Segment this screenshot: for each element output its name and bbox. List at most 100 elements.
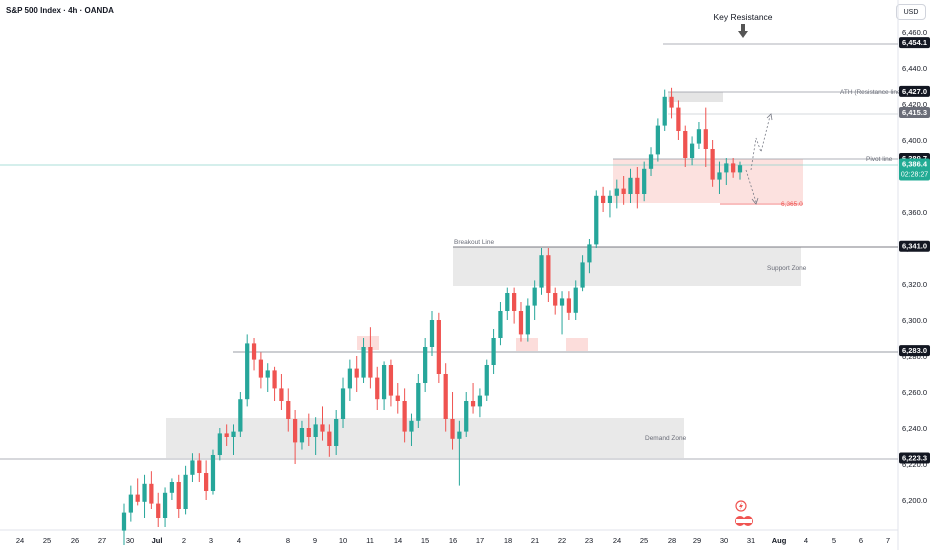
candle-body	[251, 343, 257, 360]
y-tick-label: 6,300.0	[902, 316, 927, 325]
breakout-label: Breakout Line	[454, 239, 494, 246]
support-zone-label: Support Zone	[767, 265, 807, 272]
candle-body	[190, 460, 195, 475]
price-label-text: 6,386.4	[902, 159, 928, 168]
resistance-zone	[668, 92, 723, 102]
price-label-bg	[899, 158, 930, 181]
candle	[292, 410, 298, 464]
projection-up-path	[750, 115, 771, 171]
candle	[162, 487, 168, 527]
candle	[299, 420, 305, 450]
x-tick-label: Jul	[152, 536, 163, 545]
candle	[655, 118, 660, 162]
y-tick-label: 6,220.0	[902, 460, 927, 469]
candle	[484, 359, 489, 401]
price-label: 6,341.0	[899, 240, 930, 252]
candle-body	[655, 125, 660, 155]
candle-body	[498, 311, 503, 338]
candle-body	[258, 359, 264, 378]
flag-stripe-1	[736, 519, 744, 523]
candle	[327, 424, 332, 457]
candle	[190, 453, 195, 482]
x-tick-label: 24	[16, 536, 24, 545]
candle-body	[559, 298, 565, 306]
candle	[436, 312, 441, 383]
candle	[553, 287, 558, 315]
candle-body	[505, 293, 510, 311]
candle	[566, 291, 572, 320]
x-tick-label: 30	[720, 536, 728, 545]
x-tick-label: 30	[126, 536, 134, 545]
y-tick-label: 6,420.0	[902, 100, 927, 109]
candle	[251, 338, 257, 371]
price-label-bg	[899, 85, 930, 97]
candle-body	[231, 431, 236, 437]
x-tick-label: 25	[640, 536, 648, 545]
candle	[169, 478, 175, 500]
x-tick-label: 25	[43, 536, 51, 545]
candle	[546, 248, 551, 302]
x-tick-label: 22	[558, 536, 566, 545]
currency-button[interactable]: USD	[896, 4, 926, 20]
candle-body	[306, 428, 311, 437]
candle-body	[388, 365, 394, 396]
candle-body	[470, 401, 476, 407]
x-tick-label: 28	[668, 536, 676, 545]
ath-label: ATH (Resistance line)	[840, 89, 903, 96]
candle	[183, 465, 188, 515]
candle	[156, 492, 161, 527]
price-label: 6,415.3	[899, 106, 930, 118]
candle	[607, 190, 613, 218]
x-tick-label: 3	[209, 536, 213, 545]
price-axis: 6,200.0 6,220.0 6,240.0 6,260.0 6,280.0 6,300…	[902, 28, 927, 505]
candle	[135, 478, 140, 506]
demand-zone	[166, 418, 684, 458]
candle-body	[395, 395, 400, 401]
y-tick-label: 6,260.0	[902, 388, 927, 397]
demand-zone-label: Demand Zone	[645, 435, 687, 442]
candle	[498, 302, 503, 346]
candle	[361, 338, 366, 383]
candle	[662, 89, 667, 131]
candle	[381, 361, 387, 410]
price-label-bg	[899, 240, 930, 252]
x-tick-label: 5	[832, 536, 836, 545]
key-resistance-label: Key Resistance	[713, 12, 772, 22]
lightning-glyph	[739, 502, 743, 510]
x-tick-label: 2	[182, 536, 186, 545]
pivot-zone	[613, 159, 803, 203]
candle	[375, 366, 380, 410]
x-tick-label: 8	[286, 536, 290, 545]
price-label: 6,386.4 02:28:27	[899, 158, 930, 181]
y-tick-label: 6,240.0	[902, 424, 927, 433]
y-tick-label: 6,400.0	[902, 136, 927, 145]
x-tick-label: 21	[531, 536, 539, 545]
candle	[512, 287, 517, 324]
candle	[320, 406, 325, 441]
x-tick-label: Aug	[772, 536, 787, 545]
candle-body	[128, 494, 133, 513]
candle-body	[635, 177, 640, 194]
y-tick-label: 6,440.0	[902, 64, 927, 73]
candle-body	[553, 293, 558, 306]
price-label-text: 6,415.3	[902, 108, 927, 117]
pivot-label: Pivot line	[866, 156, 893, 163]
candle-body	[669, 96, 674, 108]
x-tick-label: 16	[449, 536, 457, 545]
x-tick-label: 27	[98, 536, 106, 545]
candle-body	[443, 374, 448, 419]
candle	[669, 87, 674, 119]
support-zone	[453, 247, 801, 286]
candle-body	[573, 287, 578, 313]
candle-body	[724, 163, 729, 173]
candle	[423, 338, 428, 392]
candle-body	[320, 424, 325, 432]
candle-body	[272, 370, 277, 389]
price-label-bg	[899, 37, 930, 49]
candle	[210, 449, 216, 495]
candle-body	[204, 473, 209, 491]
price-label-bg	[899, 345, 930, 357]
candle	[518, 302, 524, 342]
